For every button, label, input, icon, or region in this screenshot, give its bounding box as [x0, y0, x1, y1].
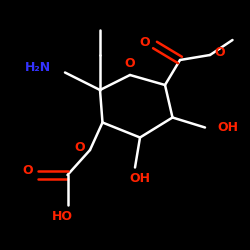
- Text: OH: OH: [130, 172, 150, 185]
- Text: O: O: [22, 164, 33, 176]
- Text: O: O: [215, 46, 225, 59]
- Text: OH: OH: [218, 121, 238, 134]
- Text: H₂N: H₂N: [25, 61, 51, 74]
- Text: O: O: [75, 141, 85, 154]
- Text: HO: HO: [52, 210, 73, 223]
- Text: O: O: [125, 57, 135, 70]
- Text: O: O: [140, 36, 150, 49]
